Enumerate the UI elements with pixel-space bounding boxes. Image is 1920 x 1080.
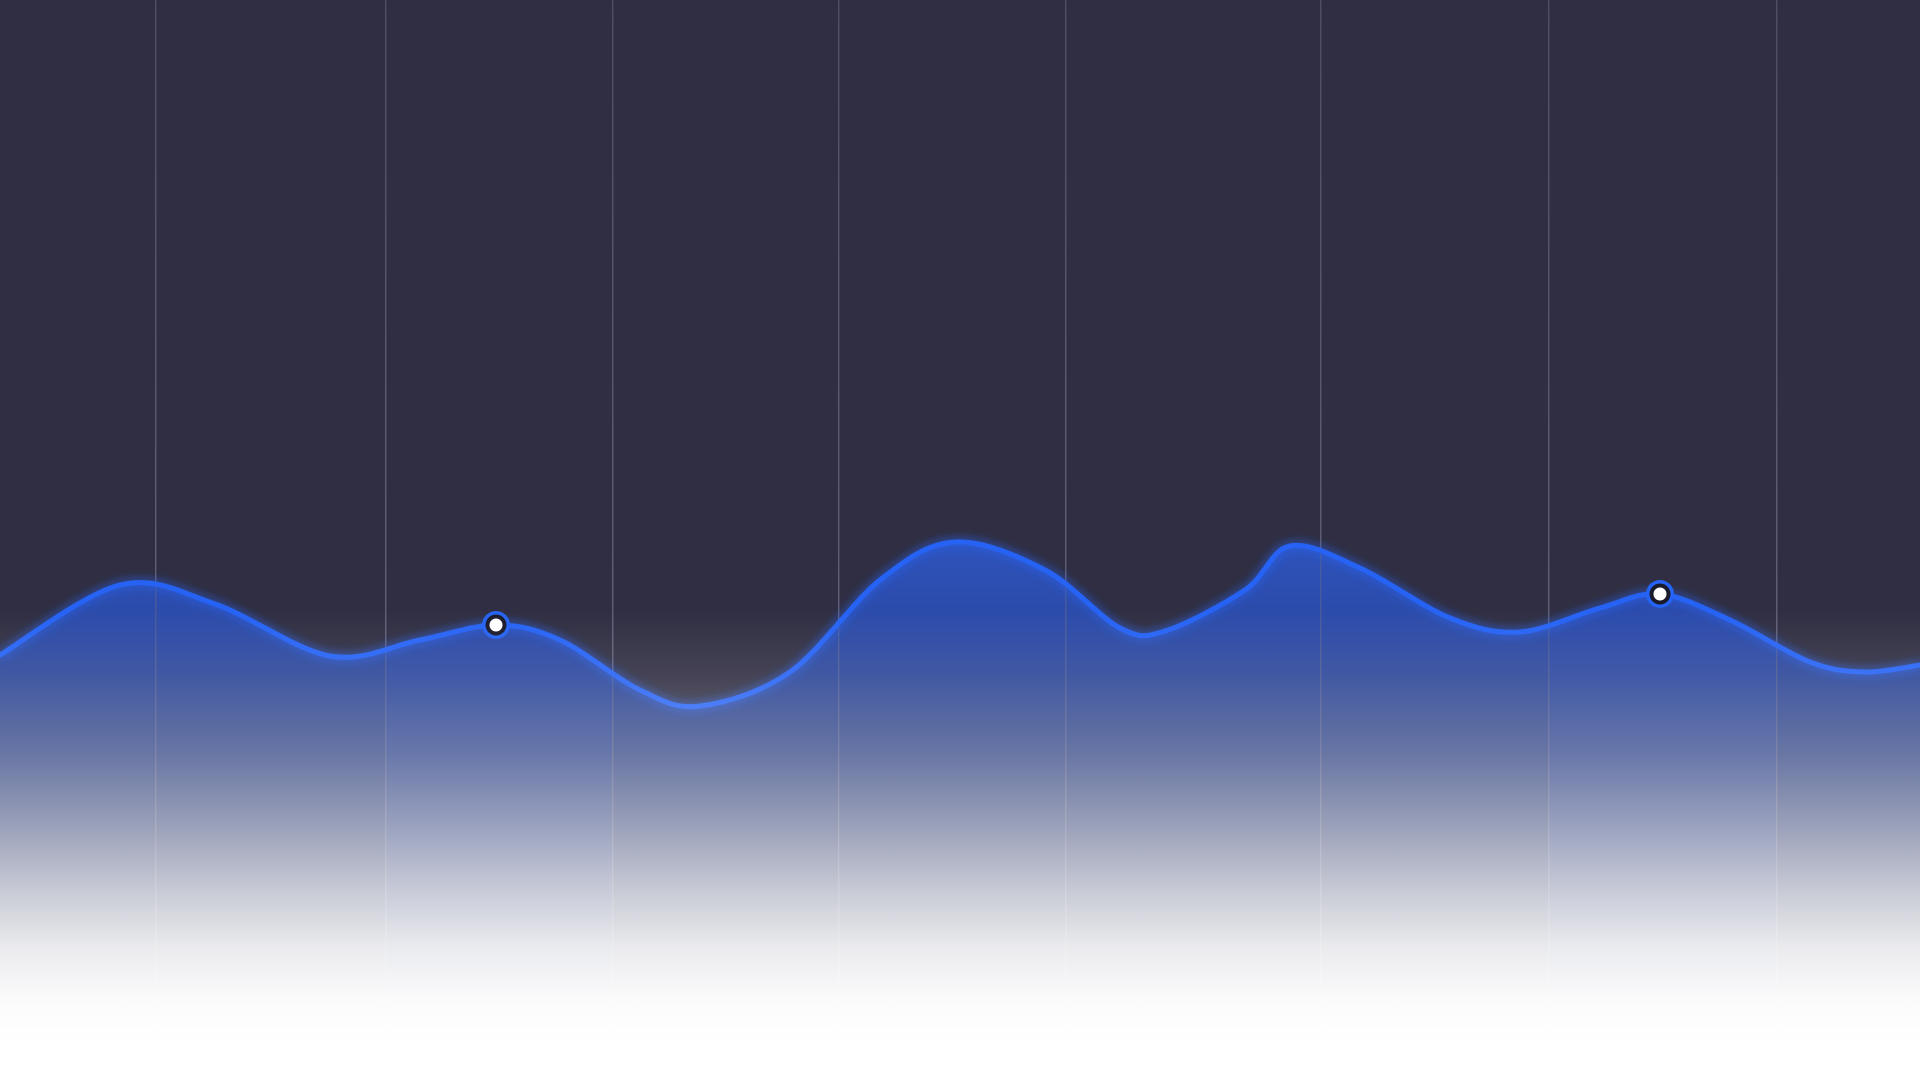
- gridline-x-7: [1776, 0, 1778, 1080]
- marker-dot: [489, 618, 503, 632]
- gridline-x-1: [385, 0, 387, 1080]
- gridline-x-0: [155, 0, 157, 1080]
- marker-dot: [1653, 587, 1667, 601]
- gridline-x-4: [1065, 0, 1067, 1080]
- data-point-2[interactable]: [1646, 580, 1674, 608]
- gridline-x-5: [1320, 0, 1322, 1080]
- gridline-x-2: [612, 0, 614, 1080]
- gridlines-overlay-group: [155, 0, 1778, 1080]
- gridline-x-6: [1548, 0, 1550, 1080]
- data-point-1[interactable]: [482, 611, 510, 639]
- gridline-x-3: [838, 0, 840, 1080]
